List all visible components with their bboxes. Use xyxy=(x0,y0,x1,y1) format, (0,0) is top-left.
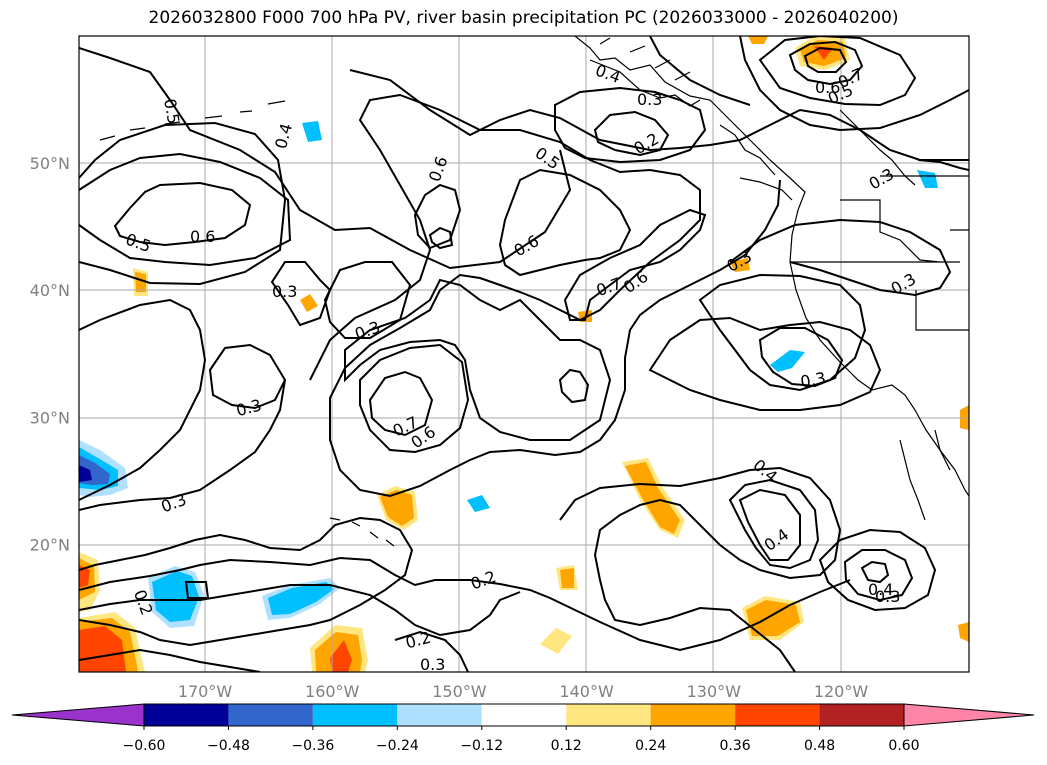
colorbar-segment xyxy=(566,704,651,726)
colorbar-tick-label: −0.36 xyxy=(291,738,334,754)
colorbar-segment xyxy=(228,704,313,726)
colorbar-tick-label: −0.60 xyxy=(123,738,166,754)
contour-label: 0.3 xyxy=(637,90,662,109)
contour-label: 0.6 xyxy=(190,227,215,246)
colorbar-tick-label: 0.48 xyxy=(804,738,835,754)
longitude-labels: 170°W 160°W 150°W 140°W 130°W 120°W xyxy=(178,682,869,701)
map-frame xyxy=(78,35,970,673)
contour-label: 0.3 xyxy=(875,587,900,606)
coastlines xyxy=(99,36,969,547)
contour-label: 0.3 xyxy=(420,655,445,674)
contour-label: 0.3 xyxy=(799,368,827,391)
latitude-tick-label: 50°N xyxy=(30,154,70,173)
colorbar-tick-label: 0.24 xyxy=(635,738,666,754)
shaded-fields xyxy=(79,36,969,672)
contour-label: 0.4 xyxy=(868,580,893,599)
longitude-tick-label: 160°W xyxy=(305,682,360,701)
colorbar-under-arrow xyxy=(11,703,145,727)
colorbar-segment xyxy=(819,704,904,726)
longitude-tick-label: 150°W xyxy=(432,682,487,701)
colorbar-segment xyxy=(397,704,482,726)
contour-label: 0.6 xyxy=(815,78,840,97)
map-area xyxy=(79,36,969,672)
colorbar-segment xyxy=(735,704,820,726)
contour-outer-west xyxy=(79,47,572,270)
colorbar-tick-label: −0.48 xyxy=(207,738,250,754)
colorbar-tick-label: −0.12 xyxy=(460,738,503,754)
colorbar-tick-label: 0.60 xyxy=(888,738,919,754)
colorbar-tick-label: −0.24 xyxy=(376,738,419,754)
longitude-tick-label: 130°W xyxy=(687,682,742,701)
colorbar-segment xyxy=(481,704,567,726)
contour-label: 0.3 xyxy=(272,282,297,301)
longitude-tick-label: 120°W xyxy=(814,682,869,701)
contour-label: 0.5 xyxy=(160,97,183,125)
map-title: 2026032800 F000 700 hPa PV, river basin … xyxy=(148,8,899,28)
colorbar-segment xyxy=(650,704,736,726)
colorbar-segment xyxy=(312,704,398,726)
colorbar-outline xyxy=(143,703,905,727)
latitude-tick-label: 20°N xyxy=(30,536,70,555)
colorbar-over-arrow xyxy=(903,703,1035,727)
graticule xyxy=(79,36,969,672)
longitude-tick-label: 140°W xyxy=(559,682,614,701)
colorbar-tick-label: 0.36 xyxy=(720,738,751,754)
colorbar-tick-label: 0.12 xyxy=(551,738,582,754)
contour-lines xyxy=(79,36,969,672)
latitude-tick-label: 30°N xyxy=(30,408,70,427)
latitude-labels: 50°N 40°N 30°N 20°N xyxy=(30,154,70,555)
longitude-tick-label: 170°W xyxy=(178,682,233,701)
colorbar: −0.60 −0.48 −0.36 −0.24 −0.12 0.12 0.24 0.36 0.4… xyxy=(11,703,1035,754)
colorbar-segment xyxy=(144,704,229,726)
latitude-tick-label: 40°N xyxy=(30,281,70,300)
